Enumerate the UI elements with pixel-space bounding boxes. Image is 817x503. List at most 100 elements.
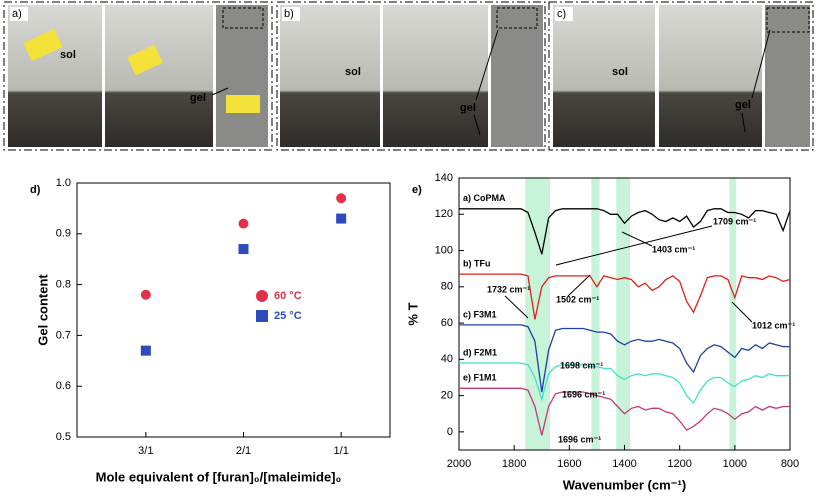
annotation: 1502 cm⁻¹ (556, 294, 599, 304)
point (238, 218, 249, 229)
legend-marker (256, 310, 268, 322)
series-label: d) F2M1 (463, 347, 497, 357)
point (140, 289, 151, 300)
photo-text: sol (60, 49, 76, 61)
x-tick-label: 1/1 (334, 445, 349, 457)
panel-border (276, 1, 546, 151)
x-tick-label: 1800 (502, 458, 526, 470)
photo-text: sol (345, 66, 361, 78)
arrow (731, 301, 753, 323)
y-tick-label: 100 (435, 244, 453, 256)
y-tick-label: 80 (441, 281, 453, 293)
highlight-band (729, 178, 737, 450)
panel-label: e) (412, 184, 422, 196)
highlight-band (616, 178, 631, 450)
spectrum-line (459, 208, 791, 255)
series-label: b) TFu (463, 258, 491, 268)
annotation: 1696 cm⁻¹ (558, 434, 601, 444)
legend-label: 25 °C (274, 310, 302, 322)
spectrum-line (459, 324, 790, 393)
series-label: e) F1M1 (463, 373, 497, 383)
annotation: 1012 cm⁻¹ (752, 320, 795, 330)
point (238, 244, 249, 255)
annotation: 1403 cm⁻¹ (652, 244, 695, 254)
panel-label: c) (557, 8, 566, 20)
highlight-box (766, 7, 810, 33)
y-tick-label: 0.5 (56, 431, 71, 443)
arrow (621, 231, 653, 247)
y-tick-label: 140 (435, 172, 453, 184)
x-tick-label: 1200 (667, 458, 691, 470)
y-tick-label: 120 (435, 208, 453, 220)
photo (659, 5, 762, 147)
photo (765, 5, 810, 147)
arrow (567, 274, 591, 297)
photo (553, 5, 655, 147)
y-axis-label: % T (405, 302, 420, 325)
label-bg (555, 7, 573, 21)
highlight-box (222, 7, 264, 29)
x-tick-label: 2/1 (236, 445, 251, 457)
point (336, 213, 347, 224)
highlight-band (525, 178, 551, 450)
arrow (741, 112, 746, 133)
x-tick-label: 1600 (557, 458, 581, 470)
panel-border (3, 1, 273, 151)
y-tick-label: 0.8 (56, 279, 71, 291)
x-axis-label: Mole equivalent of [furan]₀/[maleimide]₀ (96, 469, 342, 484)
legend-marker (256, 290, 268, 302)
arrow (473, 114, 481, 136)
label-bg (10, 7, 28, 21)
x-tick-label: 1400 (612, 458, 636, 470)
arrow (504, 295, 529, 319)
y-tick-label: 60 (441, 317, 453, 329)
y-tick-label: 0 (447, 426, 453, 438)
y-axis-label: Gel content (35, 274, 50, 346)
photo-text: gel (460, 102, 476, 114)
spectrum-line (459, 362, 790, 404)
vial-label (226, 95, 260, 113)
x-tick-label: 2000 (447, 458, 471, 470)
label-bg (282, 7, 300, 21)
panel-label: b) (284, 8, 294, 20)
arrow (475, 29, 499, 101)
panel-border (548, 1, 814, 151)
photo (105, 5, 213, 147)
spectrum-line (459, 387, 790, 436)
highlight-box (496, 7, 538, 29)
x-tick-label: 1000 (723, 458, 747, 470)
annotation: 1732 cm⁻¹ (487, 284, 530, 294)
arrow (211, 87, 229, 96)
photo-text: gel (190, 92, 206, 104)
photo (8, 5, 102, 147)
panel-label: a) (12, 8, 22, 20)
y-tick-label: 1.0 (56, 177, 71, 189)
photo (280, 5, 380, 147)
y-tick-label: 0.6 (56, 380, 71, 392)
y-tick-label: 40 (441, 353, 453, 365)
series-label: c) F3M1 (463, 309, 497, 319)
photo (216, 5, 268, 147)
annotation: 1698 cm⁻¹ (560, 360, 603, 370)
y-tick-label: 20 (441, 390, 453, 402)
y-tick-label: 0.9 (56, 228, 71, 240)
x-axis-label: Wavenumber (cm⁻¹) (563, 477, 686, 492)
vial-label (127, 44, 163, 76)
x-tick-label: 800 (781, 458, 799, 470)
photo (491, 5, 543, 147)
plot-frame (76, 182, 391, 438)
photo (383, 5, 488, 147)
panel-label: d) (30, 184, 41, 196)
series-label: a) CoPMA (463, 193, 506, 203)
photo-text: gel (735, 99, 751, 111)
photo-strip: a) sol gel b) sol gel c) sol gel (3, 1, 814, 151)
point (140, 345, 151, 356)
spectrum-line (459, 273, 791, 320)
annotation: 1696 cm⁻¹ (562, 389, 605, 399)
arrow (751, 29, 771, 99)
x-tick-label: 3/1 (138, 445, 153, 457)
annotation: 1709 cm⁻¹ (713, 216, 756, 226)
photo-text: sol (612, 66, 628, 78)
point (336, 193, 347, 204)
